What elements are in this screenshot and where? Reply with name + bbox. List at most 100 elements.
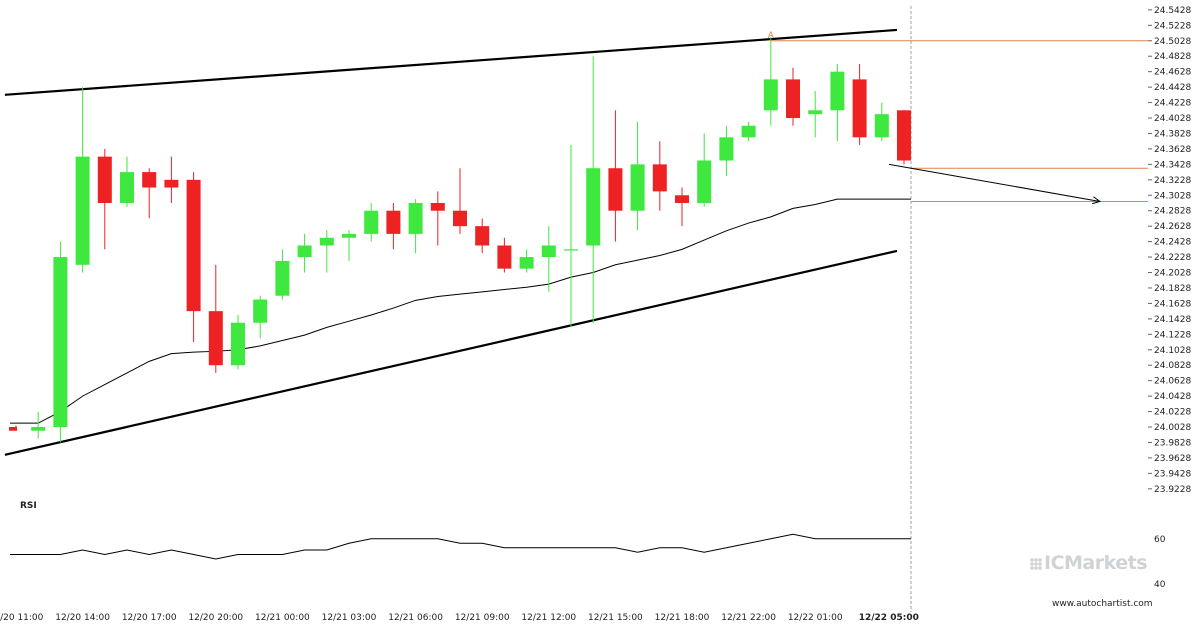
candle-body	[231, 322, 245, 366]
candle-body	[652, 164, 667, 192]
y-tick-label: 24.5028	[1154, 37, 1191, 47]
logo-dots-icon	[1030, 557, 1042, 570]
candle-body	[142, 172, 157, 188]
pattern-point-label: A	[768, 31, 775, 41]
candle-body	[763, 79, 778, 111]
rsi-tick-label: 60	[1154, 535, 1166, 545]
y-tick-label: 24.3028	[1154, 191, 1191, 201]
y-tick-label: 24.2228	[1154, 253, 1191, 263]
x-tick-label: 12/21 12:00	[521, 613, 576, 623]
candle-body	[786, 79, 800, 119]
y-tick-label: 23.9828	[1154, 438, 1191, 448]
candle-body	[608, 168, 623, 211]
candle-body	[430, 202, 445, 211]
y-tick-label: 24.0628	[1154, 377, 1191, 387]
y-tick-label: 24.4828	[1154, 52, 1191, 62]
rsi-label: RSI	[20, 501, 37, 511]
x-tick-label: 12/21 15:00	[588, 613, 643, 623]
y-tick-label: 24.3628	[1154, 145, 1191, 155]
x-tick-label: 12/21 09:00	[455, 613, 510, 623]
x-tick-label: 12/21 03:00	[322, 613, 377, 623]
candle-body	[675, 195, 689, 203]
candle-body	[719, 137, 734, 161]
candle-body	[164, 179, 179, 188]
candle-body	[830, 71, 845, 111]
x-tick-label: 12/20 20:00	[188, 613, 243, 623]
candle-body	[564, 249, 578, 251]
candle-body	[9, 427, 17, 431]
candle-body	[408, 202, 423, 234]
candle-body	[319, 237, 334, 246]
channel-lower-line	[4, 249, 898, 456]
y-tick-label: 24.0828	[1154, 361, 1191, 371]
candle-body	[297, 245, 312, 258]
y-tick-label: 24.4628	[1154, 68, 1191, 78]
candle-body	[53, 257, 68, 428]
x-tick-label: 12/20 11:00	[0, 613, 44, 623]
y-tick-label: 24.1828	[1154, 284, 1191, 294]
candle-body	[453, 210, 467, 227]
y-tick-label: 24.0228	[1154, 408, 1191, 418]
y-tick-label: 24.1428	[1154, 315, 1191, 325]
y-tick-label: 24.0028	[1154, 423, 1191, 433]
candle-body	[31, 427, 46, 431]
x-tick-label: 12/21 00:00	[255, 613, 310, 623]
candle-body	[741, 125, 756, 138]
candle-body	[275, 260, 290, 296]
y-tick-label: 24.1028	[1154, 346, 1191, 356]
candle-body	[208, 311, 223, 366]
y-tick-label: 24.2828	[1154, 207, 1191, 217]
projection-arrowhead	[1092, 196, 1102, 205]
candle-body	[497, 245, 512, 269]
moving-average-line	[10, 198, 911, 424]
candle-body	[519, 257, 534, 269]
candle-body	[874, 114, 889, 138]
y-tick-label: 24.5428	[1154, 6, 1191, 16]
candle-body	[186, 179, 201, 312]
y-tick-label: 24.1228	[1154, 330, 1191, 340]
candle-body	[541, 245, 556, 258]
y-tick-label: 24.2628	[1154, 222, 1191, 232]
rsi-line	[10, 533, 911, 560]
watermark-text: ICMarkets	[1044, 552, 1148, 574]
candle-body	[75, 156, 90, 265]
x-tick-label: 12/21 22:00	[721, 613, 776, 623]
y-tick-label: 24.4428	[1154, 83, 1191, 93]
y-tick-label: 24.5228	[1154, 21, 1191, 31]
candle-body	[852, 79, 867, 138]
candle-body	[697, 160, 712, 203]
y-tick-label: 23.9228	[1154, 485, 1191, 495]
candle-body	[808, 110, 823, 115]
y-tick-label: 24.1628	[1154, 299, 1191, 309]
candle-body	[120, 172, 134, 203]
projection-line	[888, 163, 1100, 202]
candle-body	[475, 226, 490, 246]
candle-body	[897, 110, 911, 161]
y-tick-label: 24.2428	[1154, 238, 1191, 248]
candle-body	[364, 210, 379, 234]
y-tick-label: 24.2028	[1154, 269, 1191, 279]
y-tick-label: 24.3828	[1154, 129, 1191, 139]
rsi-tick-label: 40	[1154, 580, 1166, 590]
x-tick-label: 12/20 14:00	[55, 613, 110, 623]
candle-body	[630, 164, 645, 211]
x-tick-label: 12/20 17:00	[122, 613, 177, 623]
watermark-logo: ICMarkets	[1030, 552, 1148, 574]
candle-body	[342, 233, 356, 238]
candle-body	[586, 168, 601, 246]
candle-body	[97, 156, 112, 203]
y-tick-label: 24.4228	[1154, 99, 1191, 109]
x-tick-label: 12/21 18:00	[655, 613, 710, 623]
candle-body	[386, 210, 401, 234]
candle-body	[253, 299, 268, 323]
y-tick-label: 23.9628	[1154, 454, 1191, 464]
website-link[interactable]: www.autochartist.com	[1052, 599, 1153, 609]
y-tick-label: 23.9428	[1154, 469, 1191, 479]
channel-upper-line	[4, 28, 898, 96]
y-tick-label: 24.4028	[1154, 114, 1191, 124]
x-tick-label: 12/22 05:00	[859, 613, 919, 623]
x-tick-label: 12/21 06:00	[388, 613, 443, 623]
x-tick-label: 12/22 01:00	[788, 613, 843, 623]
